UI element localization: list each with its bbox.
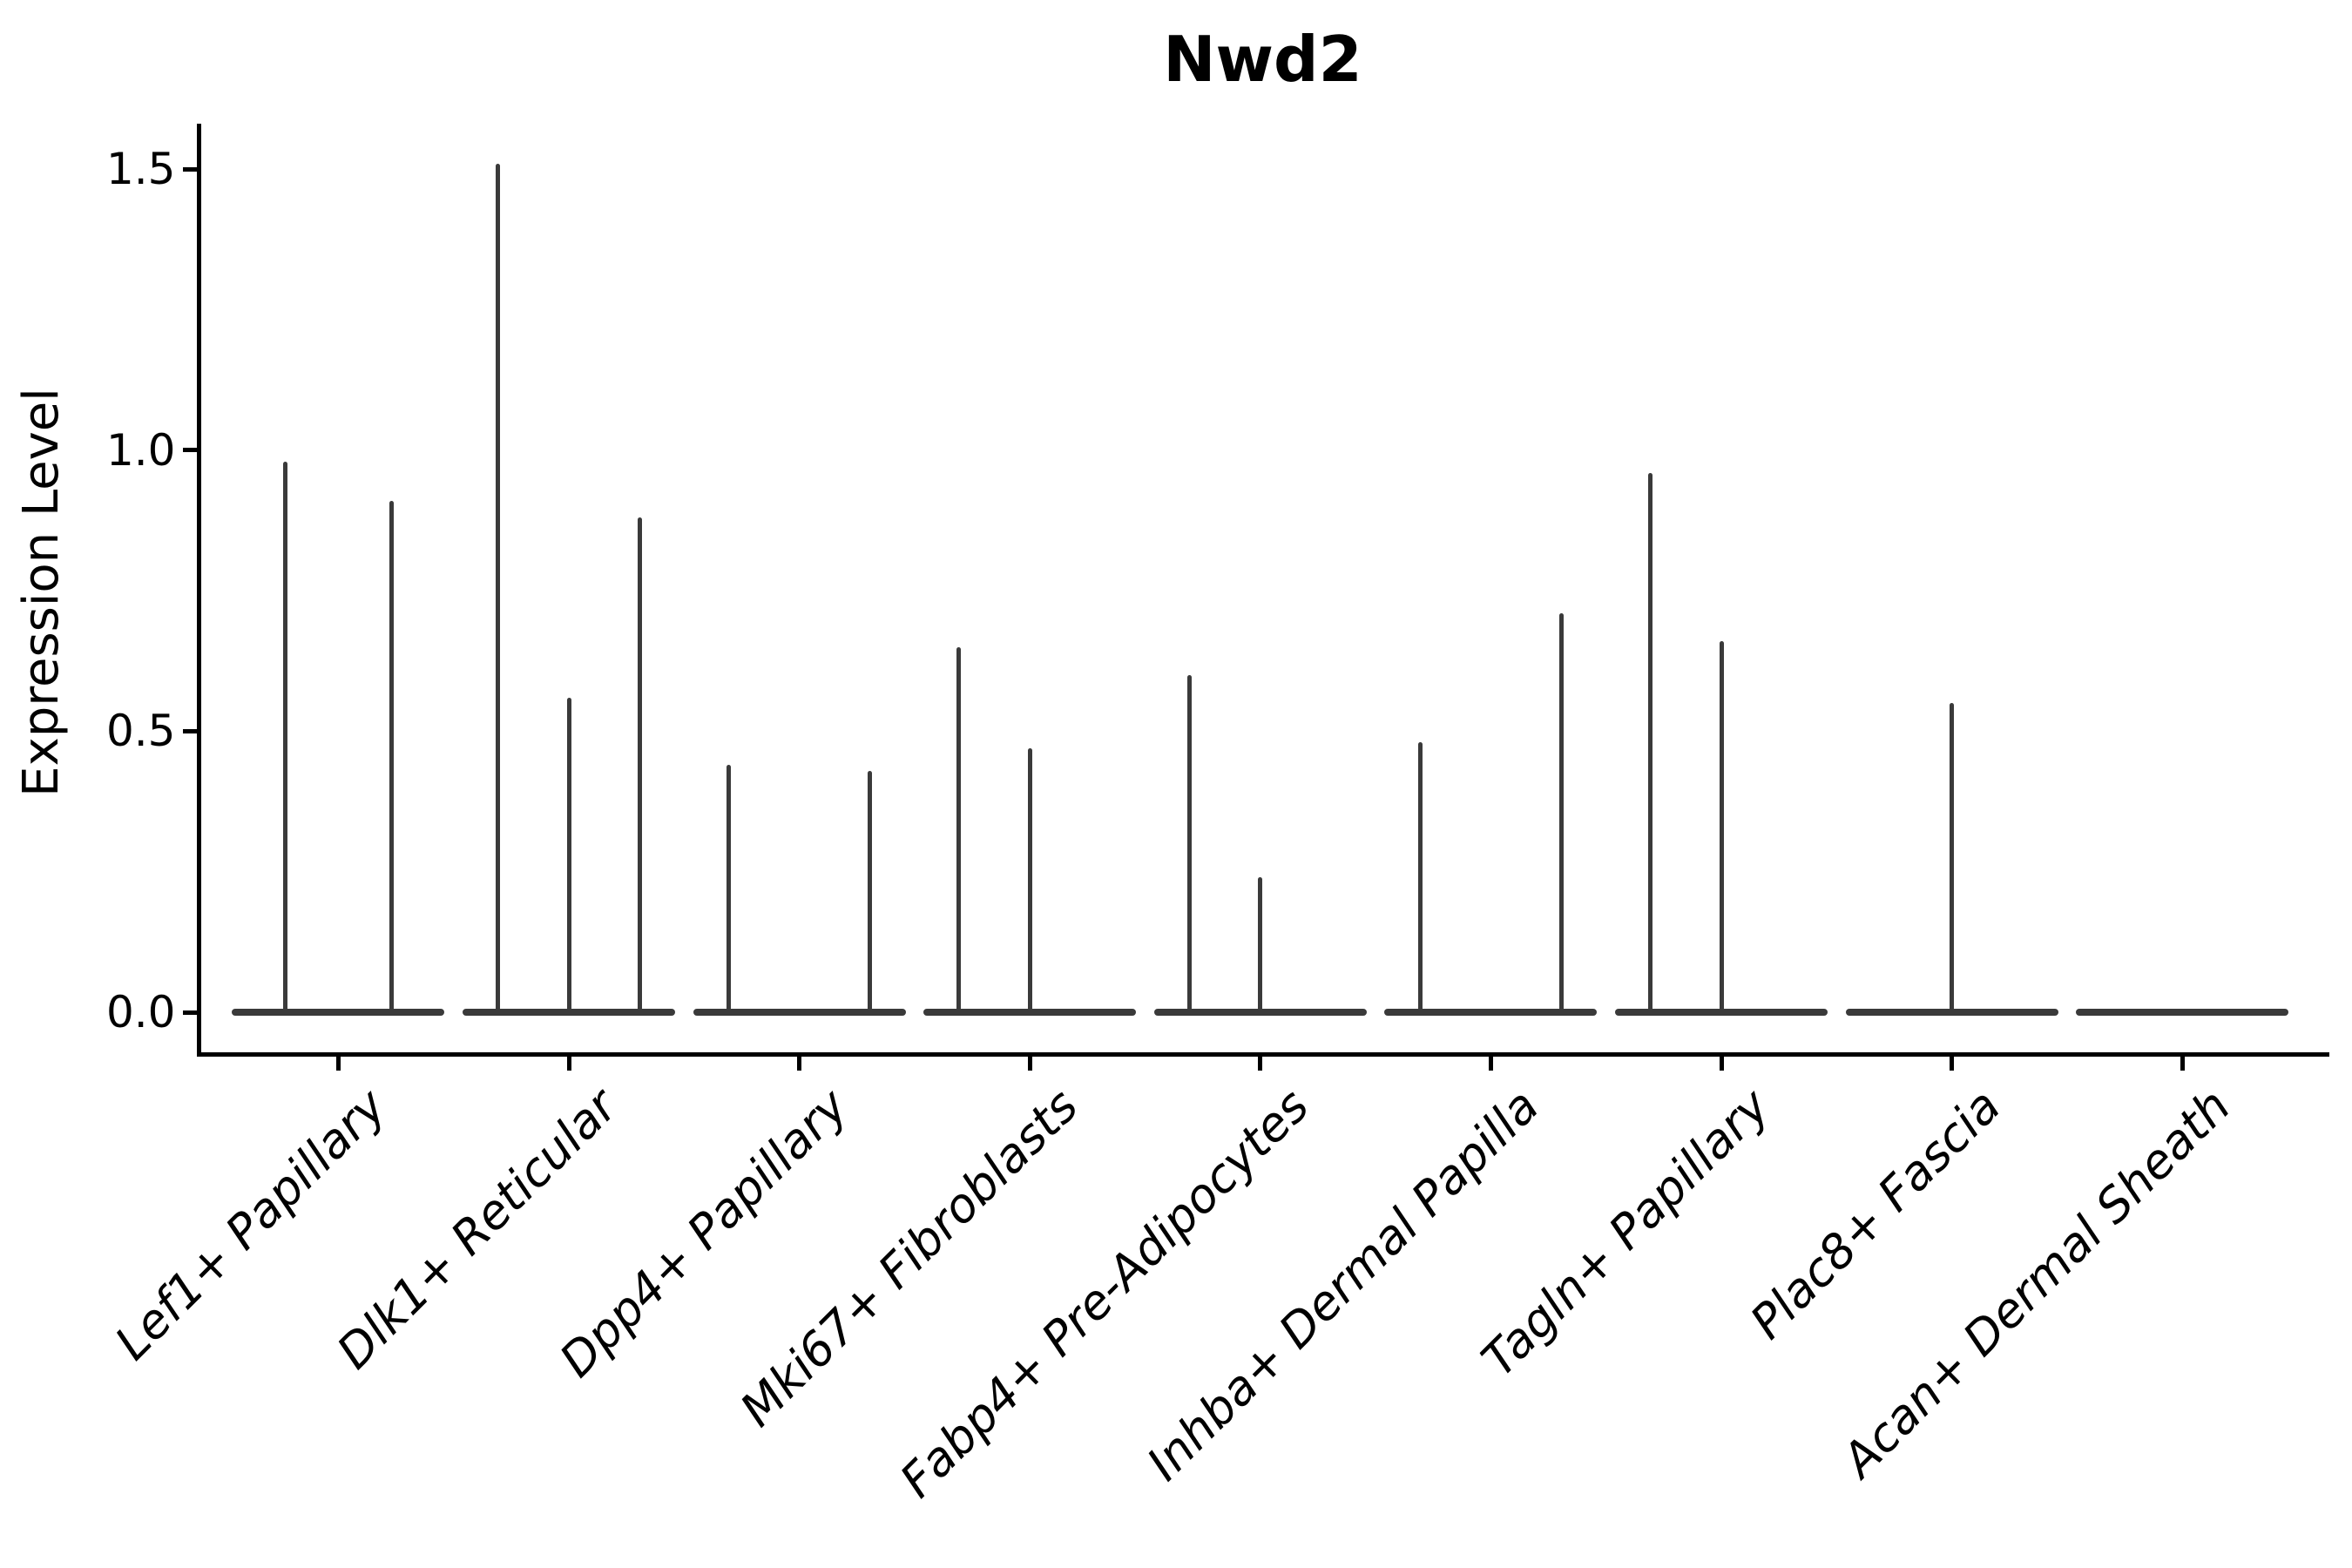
violin-baseline (923, 1009, 1137, 1016)
violin-spike (1258, 877, 1263, 1012)
violin-spike (389, 500, 394, 1012)
chart-title: Nwd2 (1163, 23, 1362, 96)
violin-baseline (1153, 1009, 1367, 1016)
violin-spike (282, 461, 287, 1012)
violin-baseline (1384, 1009, 1598, 1016)
violin-spike (1950, 703, 1955, 1012)
violin-baseline (693, 1009, 906, 1016)
violin-baseline (2076, 1009, 2289, 1016)
x-tick-mark (566, 1056, 571, 1071)
violin-spike (1027, 747, 1032, 1012)
y-tick-label: 0.5 (105, 706, 176, 757)
x-tick-mark (1950, 1056, 1955, 1071)
y-tick-mark (182, 1010, 197, 1015)
y-tick-mark (182, 728, 197, 733)
violin-spike (1186, 674, 1192, 1012)
violin-baseline (1845, 1009, 2058, 1016)
violin-spike (637, 517, 642, 1012)
y-tick-label: 1.0 (105, 424, 176, 476)
x-axis-spine (196, 1051, 2329, 1057)
x-tick-mark (1719, 1056, 1724, 1071)
y-tick-mark (182, 448, 197, 453)
violin-spike (1719, 641, 1724, 1012)
x-tick-mark (1027, 1056, 1032, 1071)
x-tick-mark (2180, 1056, 2185, 1071)
x-tick-mark (1488, 1056, 1493, 1071)
violin-spike (868, 770, 873, 1012)
violin-spike (1559, 612, 1565, 1012)
violin-spike (566, 697, 571, 1012)
violin-spike (726, 765, 731, 1012)
violin-spike (956, 646, 962, 1012)
x-tick-mark (797, 1056, 802, 1071)
violin-baseline (463, 1009, 675, 1016)
y-tick-label: 0.0 (105, 987, 176, 1037)
y-tick-mark (182, 166, 197, 172)
y-tick-label: 1.5 (105, 144, 176, 195)
violin-baseline (232, 1009, 445, 1016)
x-tick-mark (1258, 1056, 1263, 1071)
y-axis-label: Expression Level (13, 388, 70, 797)
violin-spike (1648, 472, 1653, 1012)
violin-spike (496, 163, 501, 1012)
y-axis-spine (196, 124, 201, 1057)
violin-baseline (1615, 1009, 1828, 1016)
x-tick-mark (335, 1056, 341, 1071)
violin-spike (1417, 742, 1423, 1012)
